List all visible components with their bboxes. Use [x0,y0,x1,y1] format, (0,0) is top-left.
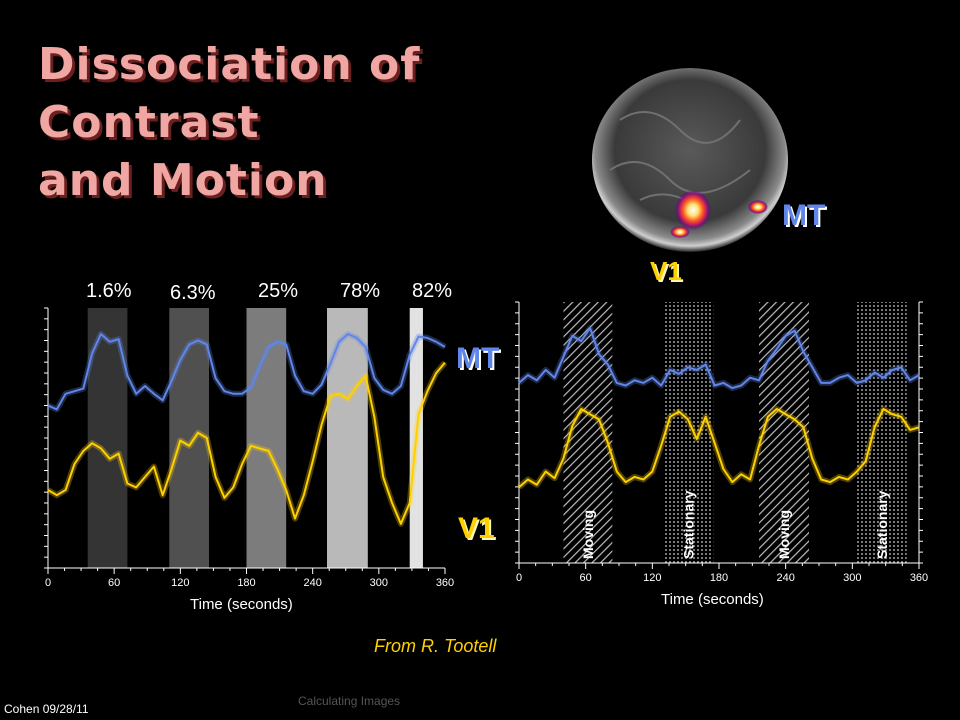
band-label-2: 6.3% [170,282,216,304]
stimulus-band-4 [856,302,907,563]
x-tick-label: 360 [910,572,928,584]
x-tick-label: 240 [776,572,794,584]
activation-mt-blob [748,200,768,214]
series-label-v1: V1 [458,512,495,545]
series-label-mt: MT [456,342,500,375]
band-label-4: 78% [340,280,381,302]
footer-author-date: Cohen 09/28/11 [4,702,89,716]
x-tick-label: 180 [710,572,728,584]
x-tick-label: 300 [843,572,861,584]
x-tick-label: 120 [643,572,661,584]
chart1-x-axis-title: Time (seconds) [190,596,293,613]
band-label-3: 25% [258,280,299,302]
footer-course-title: Calculating Images [298,694,401,708]
activation-v1-blob [675,190,711,230]
series-line-mt [47,333,446,411]
x-tick-label: 0 [45,577,51,589]
band-label-3: Moving [776,510,792,559]
band-label-1: 1.6% [86,280,132,302]
x-tick-label: 360 [436,577,454,589]
x-tick-label: 300 [370,577,388,589]
x-tick-label: 240 [303,577,321,589]
band-label-1: Moving [580,510,596,559]
title-line-1: Dissociation of [38,39,421,90]
x-tick-label: 60 [108,577,120,589]
x-tick-label: 60 [580,572,592,584]
brain-label-mt: MT [782,199,826,232]
skull-outline [592,68,788,252]
series-line-v1 [47,361,446,525]
title-line-2: Contrast [38,97,260,148]
chart2-x-axis-title: Time (seconds) [661,591,764,608]
title-line-3: and Motion [38,155,328,206]
stimulus-band-2 [663,302,714,563]
credit-text: From R. Tootell [374,636,497,656]
series-line-mt [518,327,920,390]
series-line-v1 [518,408,920,489]
brain-label-v1: V1 [650,256,682,286]
band-label-5: 82% [412,280,453,302]
x-tick-label: 180 [237,577,255,589]
x-tick-label: 0 [516,572,522,584]
x-tick-label: 120 [171,577,189,589]
stimulus-band-2 [169,308,210,568]
slide-title: Dissociation of Contrast and Motion [38,36,420,210]
band-label-2: Stationary [680,490,696,559]
stimulus-band-4 [327,308,368,568]
band-label-4: Stationary [874,490,890,559]
